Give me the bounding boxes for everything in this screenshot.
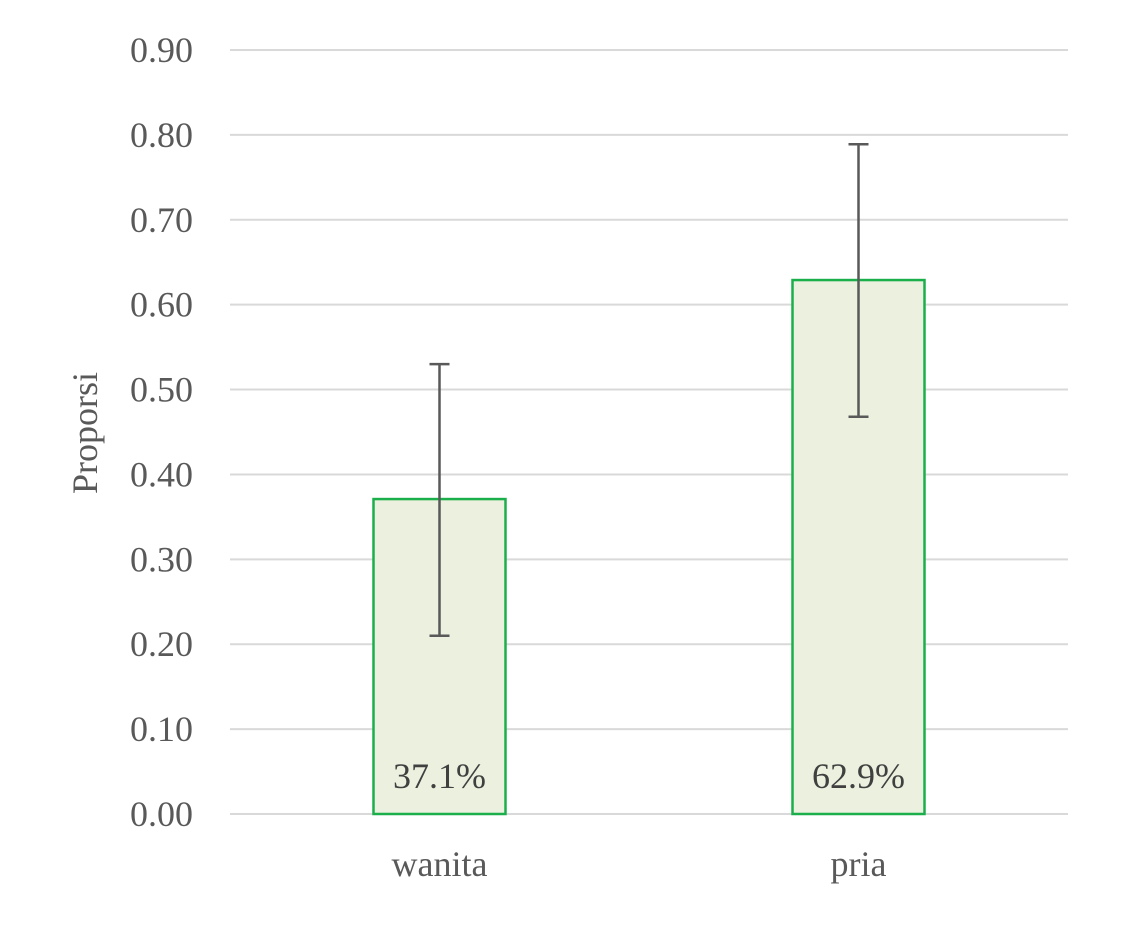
y-tick-label-1: 0.10	[130, 709, 193, 749]
x-category-label-pria: pria	[831, 844, 887, 884]
data-label-wanita: 37.1%	[393, 756, 486, 796]
y-tick-label-4: 0.40	[130, 454, 193, 494]
data-label-pria: 62.9%	[812, 756, 905, 796]
y-tick-label-9: 0.90	[130, 30, 193, 70]
y-tick-label-0: 0.00	[130, 794, 193, 834]
y-tick-label-8: 0.80	[130, 115, 193, 155]
x-category-label-wanita: wanita	[392, 844, 488, 884]
y-axis-ticks: 0.00 0.10 0.20 0.30 0.40 0.50 0.60 0.70 0.80 0.90	[130, 30, 193, 834]
bars	[372, 278, 926, 816]
y-tick-label-3: 0.30	[130, 539, 193, 579]
error-bars	[429, 142, 869, 637]
gridlines	[230, 49, 1068, 815]
y-tick-label-5: 0.50	[130, 370, 193, 410]
data-labels: 37.1% 62.9%	[393, 756, 905, 796]
y-tick-label-7: 0.70	[130, 200, 193, 240]
y-tick-label-6: 0.60	[130, 285, 193, 325]
y-axis-title: Proporsi	[65, 372, 105, 494]
y-tick-label-2: 0.20	[130, 624, 193, 664]
x-axis-categories: wanita pria	[392, 844, 887, 884]
